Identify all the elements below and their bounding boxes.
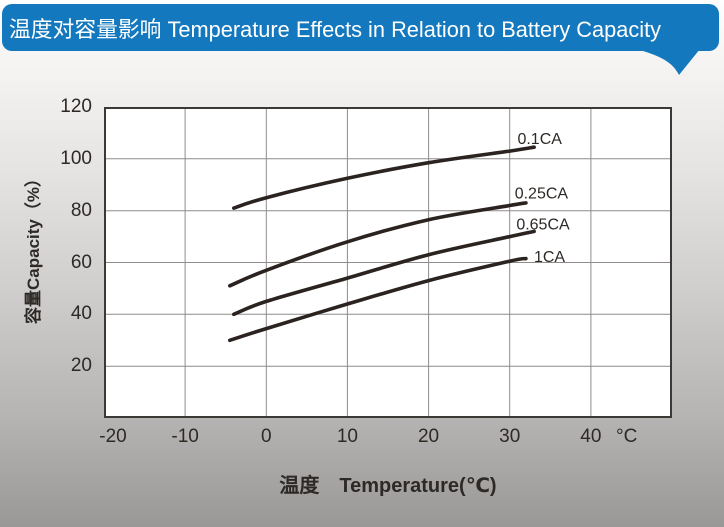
- plot-border: [104, 107, 672, 418]
- y-tick-label: 40: [70, 303, 92, 325]
- y-tick-label: 120: [60, 96, 92, 117]
- series-line-0.1ca: [232, 145, 536, 210]
- x-tick-label: 0: [260, 426, 272, 447]
- y-tick-label: 100: [60, 147, 92, 169]
- series-line-1ca: [228, 256, 528, 343]
- x-axis-title: 温度 Temperature(℃): [279, 475, 497, 497]
- plot-area: 0.1CA 0.25CA 0.65CA 1CA: [104, 107, 672, 418]
- series-label-0.25ca: 0.25CA: [515, 186, 569, 203]
- series-label-0.65ca: 0.65CA: [516, 217, 570, 234]
- page-title: 温度对容量影响 Temperature Effects in Relation …: [9, 16, 662, 42]
- x-tick-label: -20: [99, 426, 127, 447]
- series-line-0.25ca: [228, 201, 528, 288]
- x-tick-label: 20: [417, 426, 440, 447]
- y-tick-label: 20: [70, 355, 92, 377]
- x-tick-label: -10: [171, 426, 199, 447]
- title-banner: 温度对容量影响 Temperature Effects in Relation …: [2, 4, 719, 51]
- x-axis-unit: °C: [616, 426, 638, 447]
- chart-canvas: 0.1CA 0.25CA 0.65CA 1CA: [104, 107, 672, 418]
- y-tick-label: 60: [70, 251, 92, 273]
- series-label-1ca: 1CA: [534, 249, 565, 266]
- x-tick-label: 10: [336, 426, 358, 447]
- series-line-0.65ca: [232, 229, 536, 317]
- x-tick-label: 30: [499, 426, 521, 447]
- x-tick-label: 40: [580, 426, 602, 447]
- series-label-0.1ca: 0.1CA: [517, 131, 562, 148]
- y-tick-label: 80: [70, 199, 92, 221]
